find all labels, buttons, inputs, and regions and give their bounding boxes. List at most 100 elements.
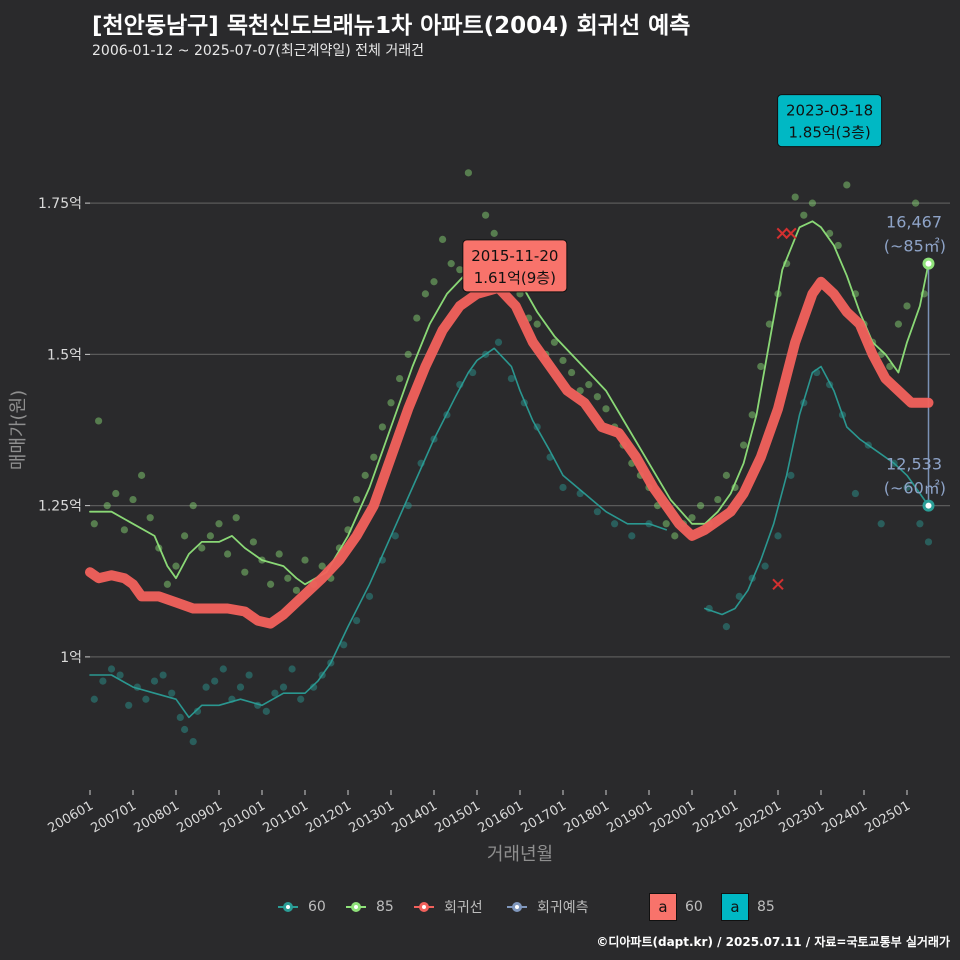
scatter-point-60 bbox=[159, 671, 167, 679]
scatter-point-85 bbox=[714, 495, 722, 504]
annotation-85-peak-price: 1.85억(3층) bbox=[788, 124, 870, 142]
scatter-point-85 bbox=[292, 586, 300, 594]
x-tick-label: 202301 bbox=[777, 798, 827, 836]
scatter-point-85 bbox=[456, 266, 464, 274]
label-layer: 16,467 (~85㎡) 12,533 (~60㎡) 2023-03-18 1.85억(… bbox=[462, 94, 946, 498]
scatter-point-60 bbox=[851, 489, 860, 498]
scatter-point-85 bbox=[396, 374, 404, 383]
scatter-point-85 bbox=[413, 314, 421, 322]
end-label-60-point-core bbox=[925, 502, 932, 509]
end-label-85-value: 16,467 bbox=[886, 213, 942, 232]
source-caption: ©디아파트(dapt.kr) / 2025.07.11 / 자료=국토교통부 실… bbox=[596, 935, 950, 949]
scatter-point-85 bbox=[172, 562, 180, 570]
scatter-point-85 bbox=[886, 362, 894, 371]
scatter-point-85 bbox=[671, 532, 679, 540]
scatter-point-85 bbox=[146, 514, 154, 522]
scatter-point-60 bbox=[168, 689, 176, 697]
scatter-point-60 bbox=[507, 374, 515, 383]
scatter-point-85 bbox=[559, 356, 567, 365]
legend-box-85: a bbox=[721, 893, 749, 921]
scatter-point-60 bbox=[116, 671, 124, 679]
scatter-point-60 bbox=[150, 677, 159, 685]
series-line-85 bbox=[89, 220, 930, 586]
chart-title: [천안동남구] 목천신도브래뉴1차 아파트(2004) 회귀선 예측 bbox=[92, 13, 691, 39]
end-label-60-value: 12,533 bbox=[886, 455, 942, 474]
scatter-point-85 bbox=[370, 453, 378, 461]
scatter-point-85 bbox=[602, 405, 610, 413]
scatter-point-60 bbox=[202, 683, 210, 691]
y-tick-label: 1.75억 bbox=[38, 196, 82, 212]
scatter-point-60 bbox=[365, 592, 374, 600]
scatter-point-85 bbox=[112, 489, 120, 498]
scatter-point-60 bbox=[469, 368, 477, 377]
cancelled-marker-stroke bbox=[776, 227, 789, 240]
scatter-point-85 bbox=[903, 302, 911, 310]
cancelled-marker-stroke bbox=[785, 227, 797, 240]
y-tick-label: 1.5억 bbox=[47, 347, 82, 363]
scatter-point-85 bbox=[568, 368, 576, 377]
scatter-point-60 bbox=[142, 695, 150, 703]
scatter-point-60 bbox=[391, 532, 399, 540]
legend-label: 회귀선 bbox=[444, 900, 483, 916]
scatter-point-60 bbox=[774, 532, 782, 540]
legend-label: 60 bbox=[308, 899, 326, 915]
annotation-85-peak-box bbox=[777, 94, 883, 148]
cancelled-marker-stroke bbox=[772, 578, 784, 590]
annotation-85-peak-date: 2023-03-18 bbox=[786, 102, 873, 120]
x-tick-label: 200801 bbox=[132, 798, 182, 836]
scatter-point-85 bbox=[593, 393, 602, 401]
chart-subtitle: 2006-01-12 ~ 2025-07-07(최근계약일) 전체 거래건 bbox=[92, 43, 424, 59]
scatter-point-60 bbox=[593, 508, 602, 516]
scatter-point-60 bbox=[340, 641, 348, 649]
scatter-point-60 bbox=[90, 695, 98, 703]
scatter-point-60 bbox=[877, 520, 885, 528]
scatter-point-60 bbox=[288, 665, 296, 673]
scatter-point-60 bbox=[262, 707, 270, 715]
scatter-point-85 bbox=[301, 556, 309, 564]
legend-label-85: a 85 bbox=[721, 893, 775, 921]
scatter-point-85 bbox=[722, 471, 731, 479]
x-tick-label: 202101 bbox=[691, 798, 741, 836]
scatter-point-85 bbox=[378, 423, 386, 431]
scatter-point-85 bbox=[826, 229, 834, 237]
scatter-point-60 bbox=[353, 616, 361, 625]
scatter-point-85 bbox=[585, 381, 593, 389]
y-tick-label: 1.25억 bbox=[38, 499, 82, 515]
scatter-point-60 bbox=[916, 520, 924, 528]
x-tick-label: 202501 bbox=[863, 798, 913, 836]
legend-key-forecast bbox=[505, 895, 529, 919]
scatter-point-85 bbox=[430, 278, 438, 286]
line-layer bbox=[85, 220, 934, 719]
scatter-point-85 bbox=[697, 502, 705, 510]
annotation-60-peak-price: 1.61억(9층) bbox=[474, 269, 556, 287]
scatter-point-60 bbox=[297, 695, 305, 703]
scatter-point-85 bbox=[267, 580, 275, 588]
scatter-point-85 bbox=[688, 514, 696, 522]
scatter-point-85 bbox=[421, 290, 429, 298]
scatter-point-85 bbox=[249, 538, 257, 546]
series-line-60 bbox=[704, 365, 930, 616]
scatter-point-60 bbox=[271, 689, 279, 697]
scatter-point-60 bbox=[722, 623, 731, 631]
legend: 60 85 회귀선 회귀예측 a 60 a 85 bbox=[0, 893, 960, 921]
scatter-point-85 bbox=[129, 495, 137, 504]
x-tick-label: 201301 bbox=[347, 798, 397, 836]
scatter-point-85 bbox=[740, 441, 748, 449]
legend-box-60: a bbox=[649, 893, 677, 921]
grid-layer bbox=[90, 202, 950, 658]
scatter-point-85 bbox=[482, 211, 490, 219]
scatter-point-60 bbox=[99, 677, 107, 685]
scatter-point-85 bbox=[361, 471, 369, 479]
x-tick-label: 201401 bbox=[390, 798, 440, 836]
scatter-point-60 bbox=[211, 677, 219, 685]
scatter-point-85 bbox=[765, 320, 774, 328]
annotation-60-peak-box bbox=[462, 239, 568, 293]
annotation-85-peak: 2023-03-18 1.85억(3층) bbox=[777, 94, 883, 148]
scatter-point-60 bbox=[310, 683, 318, 691]
legend-key-85 bbox=[344, 895, 368, 919]
scatter-point-85 bbox=[550, 338, 559, 346]
scatter-point-85 bbox=[224, 550, 232, 558]
legend-label: 85 bbox=[757, 899, 775, 915]
scatter-point-85 bbox=[808, 199, 817, 207]
